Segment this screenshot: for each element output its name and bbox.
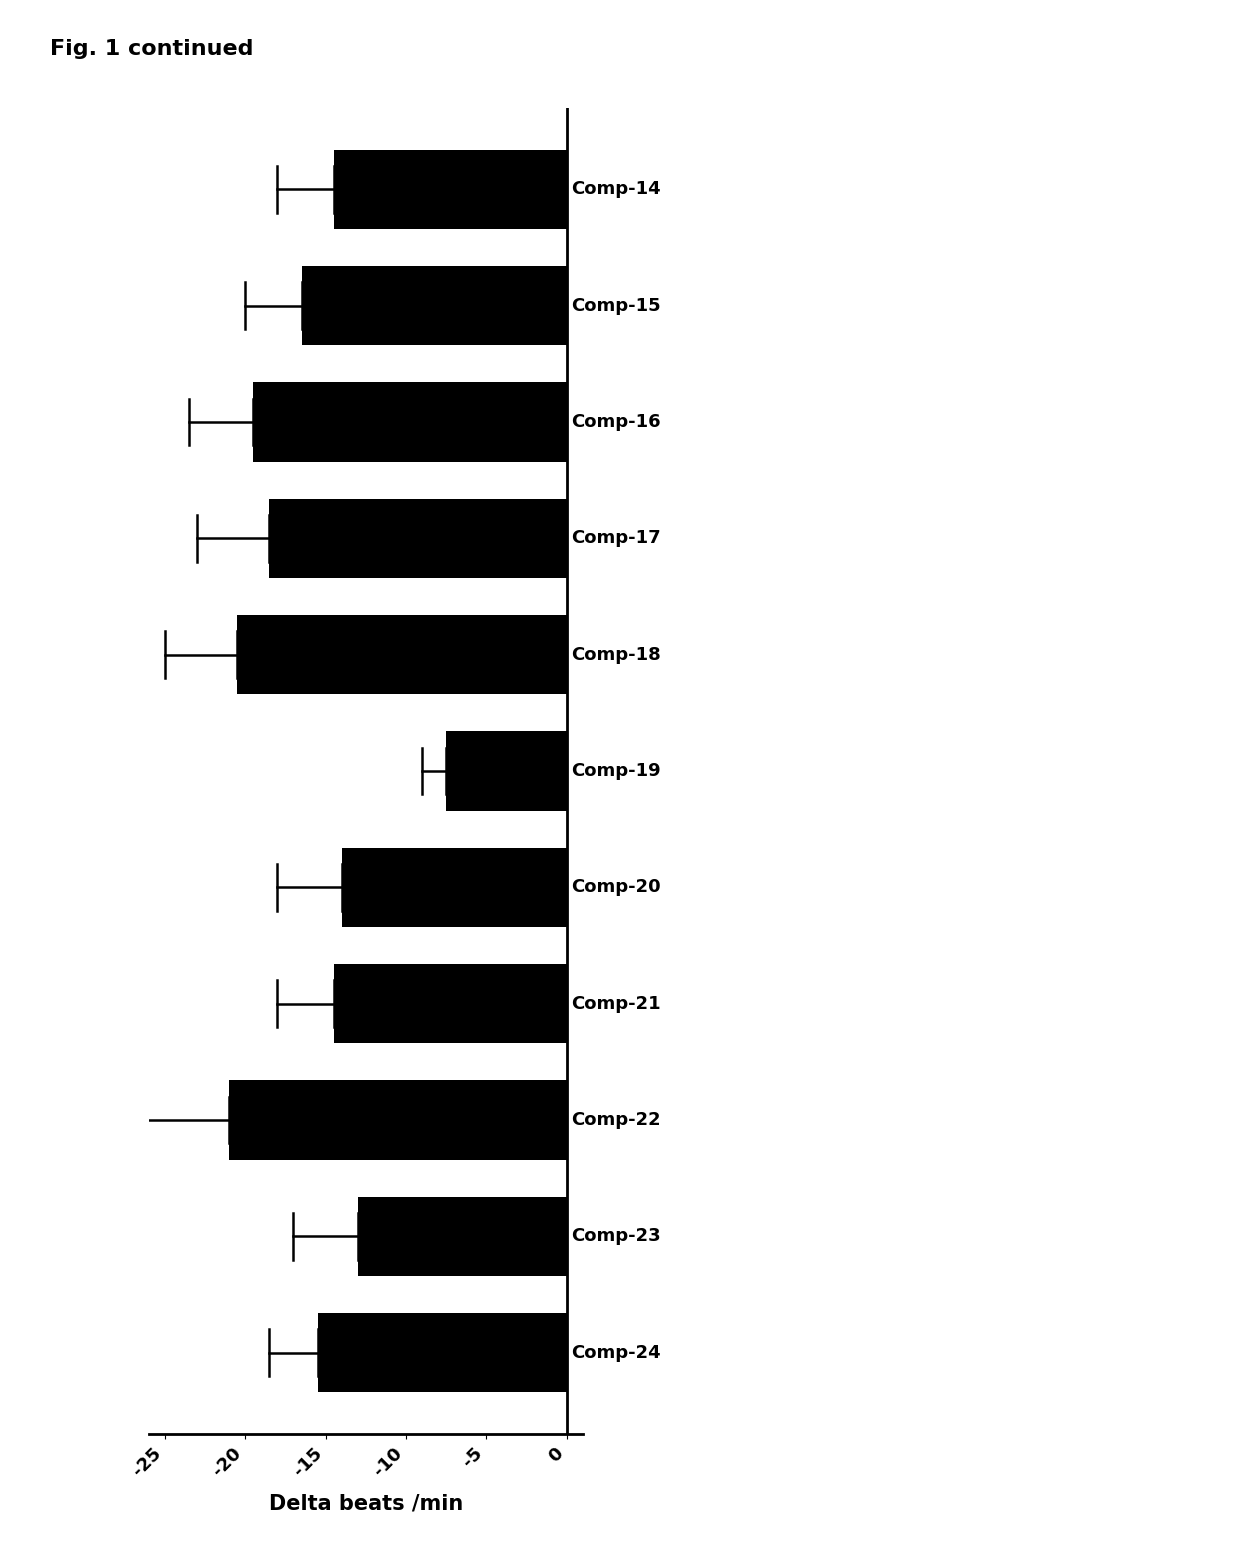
Text: Comp-17: Comp-17 — [572, 529, 661, 547]
Bar — [237, 615, 567, 694]
Text: Comp-16: Comp-16 — [572, 413, 661, 432]
Text: Comp-20: Comp-20 — [572, 879, 661, 896]
Bar — [358, 1197, 567, 1275]
Bar — [301, 267, 567, 345]
Bar — [446, 731, 567, 811]
Text: Comp-23: Comp-23 — [572, 1227, 661, 1246]
Text: Comp-18: Comp-18 — [572, 646, 661, 663]
Text: Comp-19: Comp-19 — [572, 762, 661, 780]
Bar — [334, 964, 567, 1044]
Bar — [334, 150, 567, 228]
Text: Comp-22: Comp-22 — [572, 1110, 661, 1129]
Bar — [253, 382, 567, 461]
Bar — [317, 1314, 567, 1392]
Text: Comp-15: Comp-15 — [572, 296, 661, 315]
X-axis label: Delta beats /min: Delta beats /min — [269, 1493, 463, 1513]
Text: Fig. 1 continued: Fig. 1 continued — [50, 39, 253, 59]
Text: Comp-14: Comp-14 — [572, 180, 661, 199]
Bar — [229, 1081, 567, 1160]
Bar — [269, 498, 567, 578]
Text: Comp-24: Comp-24 — [572, 1343, 661, 1362]
Bar — [342, 848, 567, 927]
Text: Comp-21: Comp-21 — [572, 995, 661, 1013]
